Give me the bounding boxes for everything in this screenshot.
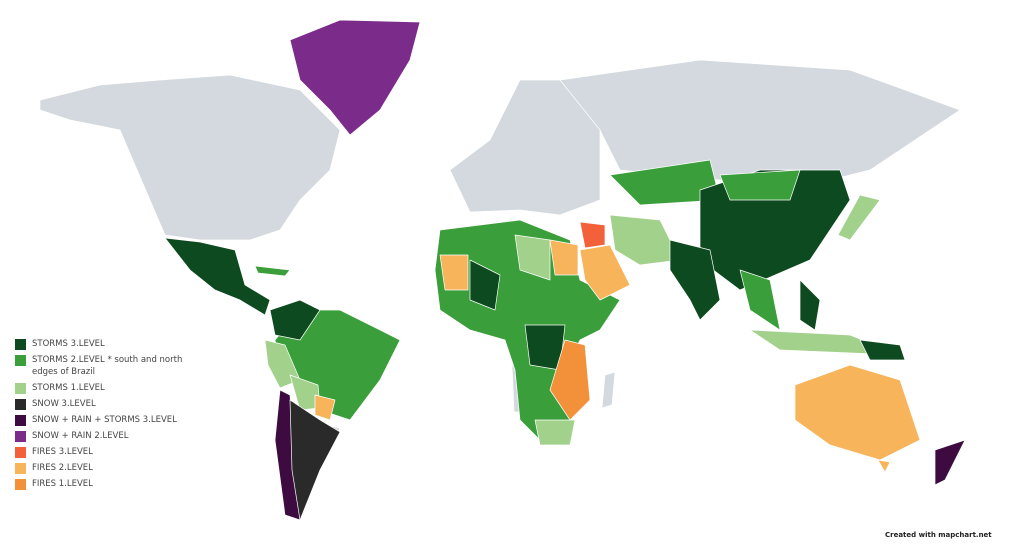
philippines [799,279,821,331]
egypt [549,239,579,276]
legend-item: FIRES 1.LEVEL [15,478,185,490]
legend-label: FIRES 3.LEVEL [32,447,93,457]
legend-swatch [15,447,26,458]
japan [837,194,881,241]
mexico-central-america [164,237,271,316]
legend-item: STORMS 1.LEVEL [15,382,185,394]
colombia [269,299,321,341]
greenland [289,19,421,136]
legend-label: STORMS 1.LEVEL [32,383,105,393]
credit: Created with mapchart.net [885,531,992,539]
legend: STORMS 3.LEVEL STORMS 2.LEVEL * south and… [15,338,185,494]
legend-label: SNOW + RAIN + STORMS 3.LEVEL [32,415,177,425]
southeast-asia [739,269,781,331]
argentina [289,399,341,521]
papua-new-guinea [859,339,906,361]
legend-label: STORMS 2.LEVEL * south and north edges o… [32,355,183,377]
tasmania [877,459,891,473]
east-africa [549,339,591,421]
new-zealand [934,439,966,486]
iran [609,214,681,266]
legend-item: STORMS 3.LEVEL [15,338,185,350]
legend-label: STORMS 3.LEVEL [32,339,105,349]
legend-swatch [15,479,26,490]
legend-swatch [15,415,26,426]
legend-label: FIRES 1.LEVEL [32,479,93,489]
legend-label: SNOW + RAIN 2.LEVEL [32,431,129,441]
legend-item: SNOW 3.LEVEL [15,398,185,410]
legend-swatch [15,431,26,442]
legend-swatch [15,463,26,474]
north-america [39,74,341,241]
syria-iraq [579,221,606,249]
australia [794,364,921,461]
legend-item: SNOW + RAIN 2.LEVEL [15,430,185,442]
legend-swatch [15,355,26,366]
southern-africa [534,419,576,446]
chile [274,389,301,521]
north-asia [559,59,961,181]
legend-item: FIRES 2.LEVEL [15,462,185,474]
india [669,239,721,321]
legend-swatch [15,339,26,350]
legend-item: SNOW + RAIN + STORMS 3.LEVEL [15,414,185,426]
arabia [579,244,631,301]
legend-label: SNOW 3.LEVEL [32,399,96,409]
europe [449,79,601,216]
mauritania [439,254,469,291]
legend-item: FIRES 3.LEVEL [15,446,185,458]
caribbean [254,265,291,277]
legend-swatch [15,399,26,410]
paraguay [314,394,336,421]
mongolia [719,169,801,201]
legend-swatch [15,383,26,394]
mali [469,259,501,311]
libya [514,234,551,281]
legend-label: FIRES 2.LEVEL [32,463,93,473]
legend-item: STORMS 2.LEVEL * south and north edges o… [15,354,185,378]
madagascar [601,371,616,409]
